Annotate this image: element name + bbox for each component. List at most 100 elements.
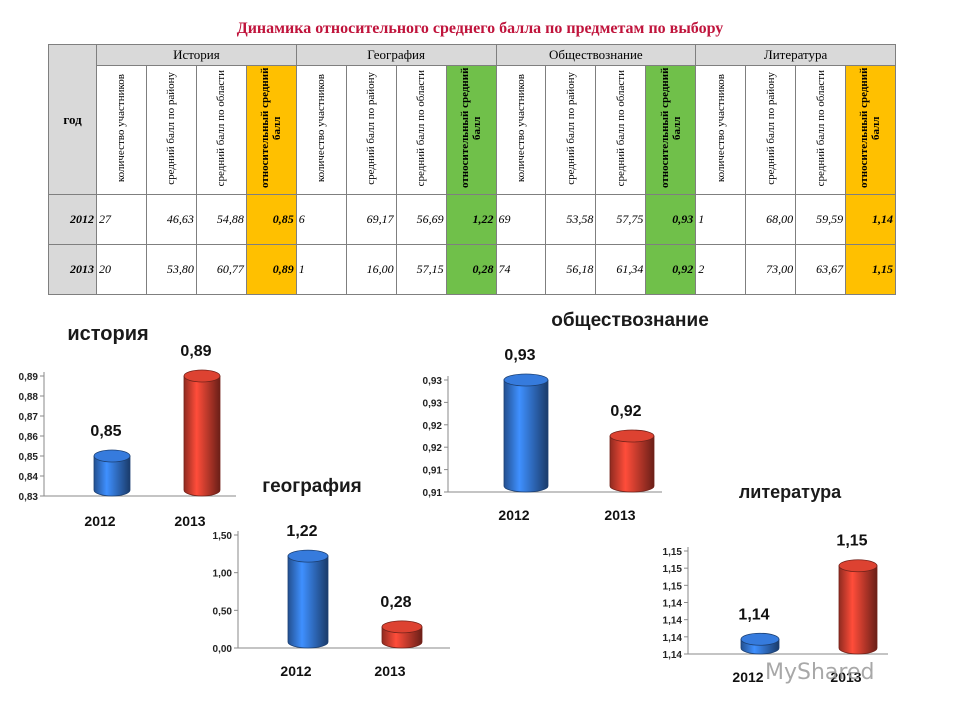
y-tick-label: 0,00 [213,644,233,655]
y-tick-label: 0,91 [423,488,443,499]
table-cell: 69,17 [345,194,397,245]
bar-2013 [609,435,655,493]
table-cell: 59,59 [795,194,847,245]
table-cell: 68,00 [745,194,797,245]
chart-title: география [262,476,362,497]
data-label: 0,92 [610,403,641,420]
relative-score-cell: 0,93 [645,194,697,245]
col-header: средний балл по району [745,65,797,195]
data-label: 0,85 [90,423,121,440]
y-tick-label: 1,14 [663,616,683,627]
y-tick-label: 0,92 [423,443,443,454]
subject-header-social: Обществознание [495,44,697,66]
bar-top-2013 [183,369,221,383]
x-tick-label: 2013 [174,513,205,529]
data-label: 0,28 [380,594,411,611]
table-row: 2013 20 53,80 60,77 0,89 1 16,00 57,15 0… [48,244,896,295]
y-tick-label: 1,50 [213,531,233,542]
table-cell: 56,18 [545,244,597,295]
y-tick-label: 0,50 [213,606,233,617]
y-tick-label: 0,87 [19,412,39,423]
chart-title: литература [739,482,842,502]
x-tick-label: 2013 [604,507,635,523]
bar-top-2012 [503,373,549,387]
y-tick-label: 0,89 [19,372,39,383]
col-header: средний балл по области [195,65,247,195]
bar-top-2013 [838,559,878,573]
results-table: год История География Обществознание Лит… [48,44,896,295]
table-cell: 1 [695,194,747,245]
table-cell: 1 [295,244,347,295]
y-tick-label: 0,83 [19,492,39,503]
x-tick-label: 2012 [84,513,115,529]
bar-top-2013 [609,429,655,443]
col-header: количество участников [96,65,147,195]
relative-score-cell: 1,14 [845,194,896,245]
y-tick-label: 1,15 [663,581,683,592]
subject-header-literature: Литература [695,44,896,66]
table-cell: 74 [495,244,547,295]
col-header: средний балл по району [545,65,597,195]
bar-2013 [183,375,221,497]
y-tick-label: 0,85 [19,452,39,463]
table-cell: 54,88 [195,194,247,245]
relative-score-cell: 0,89 [245,244,297,295]
y-tick-label: 0,86 [19,432,39,443]
relative-score-cell: 1,15 [845,244,896,295]
col-header: количество участников [295,65,347,195]
relative-score-cell: 1,22 [445,194,497,245]
bar-2012 [503,379,549,493]
data-label: 1,14 [738,606,769,623]
table-cell: 69 [495,194,547,245]
table-cell: 61,34 [595,244,647,295]
table-cell: 63,67 [795,244,847,295]
bar-top-2013 [381,620,423,634]
y-tick-label: 1,14 [663,633,683,644]
x-tick-label: 2012 [498,507,529,523]
col-header-relative: относительный средний балл [245,65,297,195]
table-cell: 2 [695,244,747,295]
y-tick-label: 0,93 [423,376,443,387]
bar-2013 [838,565,878,655]
chart-title: история [67,323,148,345]
y-tick-label: 1,15 [663,564,683,575]
y-tick-label: 1,15 [663,547,683,558]
bar-top-2012 [93,449,131,463]
col-header-relative: относительный средний балл [445,65,497,195]
y-tick-label: 0,84 [19,472,39,483]
y-tick-label: 1,00 [213,569,233,580]
data-label: 1,22 [286,523,317,540]
bar-top-2012 [287,549,329,563]
relative-score-cell: 0,92 [645,244,697,295]
y-tick-label: 0,93 [423,398,443,409]
relative-score-cell: 0,28 [445,244,497,295]
data-label: 0,89 [180,343,211,360]
table-cell: 20 [96,244,147,295]
x-tick-label: 2013 [830,669,861,685]
y-tick-label: 1,14 [663,599,683,610]
bar-top-2012 [740,632,780,646]
col-header-relative: относительный средний балл [845,65,896,195]
table-cell: 57,15 [395,244,447,295]
table-cell: 56,69 [395,194,447,245]
y-tick-label: 0,91 [423,466,443,477]
table-row: 2012 27 46,63 54,88 0,85 6 69,17 56,69 1… [48,194,896,245]
year-header: год [48,44,97,195]
table-cell: 53,80 [145,244,197,295]
x-tick-label: 2012 [732,669,763,685]
y-tick-label: 0,92 [423,421,443,432]
year-cell: 2012 [48,194,97,245]
y-tick-label: 1,14 [663,650,683,661]
year-cell: 2013 [48,244,97,295]
subject-header-geography: География [295,44,497,66]
page-title: Динамика относительного среднего балла п… [236,20,724,37]
watermark: MyShared [765,660,875,685]
chart-title: обществознание [551,310,709,331]
bar-2012 [93,455,131,497]
col-header: количество участников [495,65,547,195]
col-header: средний балл по области [595,65,647,195]
col-header-relative: относительный средний балл [645,65,697,195]
data-label: 0,93 [504,347,535,364]
x-tick-label: 2012 [280,663,311,679]
